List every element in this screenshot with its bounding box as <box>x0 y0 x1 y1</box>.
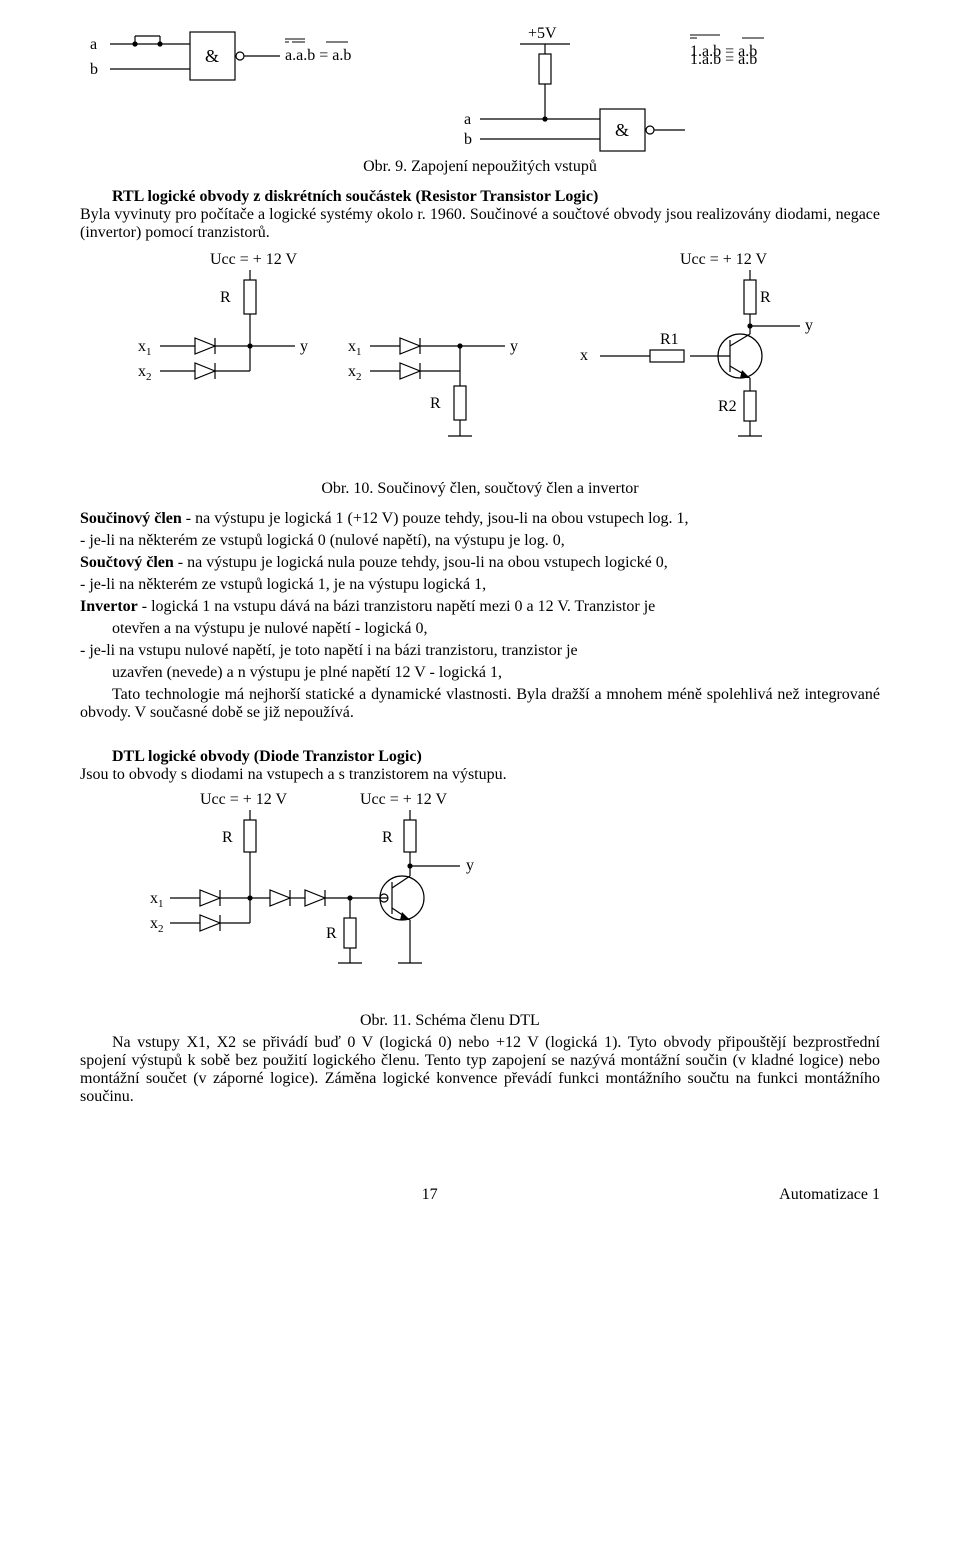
svg-text:Ucc = + 12 V: Ucc = + 12 V <box>360 791 448 808</box>
svg-text:x2: x2 <box>348 363 362 383</box>
body-invertor-4: uzavřen (nevede) a n výstupu je plné nap… <box>80 664 880 682</box>
svg-text:x1: x1 <box>348 338 362 358</box>
fig9-right-amp: & <box>615 120 629 140</box>
rtl-paragraph: RTL logické obvody z diskrétních součást… <box>80 188 880 242</box>
svg-text:x: x <box>580 347 588 364</box>
fig9-left-out: a.a.b = a.b <box>285 47 351 64</box>
svg-text:x2: x2 <box>138 363 152 383</box>
fig9-left-b: b <box>90 61 98 78</box>
figure-9: a b & a.a.b = a.b +5V a b & <box>80 24 880 154</box>
figure-10: Ucc = + 12 V R y x1 x2 <box>120 246 860 476</box>
svg-text:x1: x1 <box>150 890 164 910</box>
svg-text:y: y <box>510 338 518 355</box>
fig9-vcc: +5V <box>528 25 557 42</box>
svg-text:R: R <box>760 289 771 306</box>
svg-text:R: R <box>326 925 337 942</box>
body-souctovy: Součtový člen - na výstupu je logická nu… <box>80 554 880 572</box>
fig9-caption: Obr. 9. Zapojení nepoužitých vstupů <box>80 158 880 176</box>
page-footer: 17 Automatizace 1 <box>80 1186 880 1204</box>
fig10-caption: Obr. 10. Součinový člen, součtový člen a… <box>80 480 880 498</box>
svg-text:x1: x1 <box>138 338 152 358</box>
fig9-left-gate: a b & a.a.b = a.b <box>80 24 410 94</box>
body-invertor-2: otevřen a na výstupu je nulové napětí - … <box>80 620 880 638</box>
body-invertor-3: - je-li na vstupu nulové napětí, je toto… <box>80 642 880 660</box>
rtl-heading: RTL logické obvody z diskrétních součást… <box>112 188 598 205</box>
svg-text:y: y <box>805 317 813 334</box>
fig9-right-b: b <box>464 131 472 148</box>
body-soucinovy: Součinový člen - na výstupu je logická 1… <box>80 510 880 528</box>
doc-title: Automatizace 1 <box>779 1186 880 1204</box>
svg-text:Ucc = + 12 V: Ucc = + 12 V <box>210 251 298 268</box>
fig9-left-amp: & <box>205 46 219 66</box>
body-tech: Tato technologie má nejhorší statické a … <box>80 686 880 722</box>
fig9-right-a: a <box>464 111 471 128</box>
svg-text:R: R <box>382 829 393 846</box>
svg-text:R: R <box>222 829 233 846</box>
dtl-block: DTL logické obvody (Diode Tranzistor Log… <box>80 748 880 784</box>
fig9-left-a: a <box>90 36 97 53</box>
dtl-heading: DTL logické obvody (Diode Tranzistor Log… <box>112 748 422 765</box>
body-souctovy-2: - je-li na některém ze vstupů logická 1,… <box>80 576 880 594</box>
fig11-caption: Obr. 11. Schéma členu DTL <box>360 1012 880 1030</box>
body-invertor: Invertor - logická 1 na vstupu dává na b… <box>80 598 880 616</box>
svg-text:Ucc = + 12 V: Ucc = + 12 V <box>680 251 768 268</box>
svg-text:y: y <box>466 857 474 874</box>
svg-text:y: y <box>300 338 308 355</box>
svg-text:R: R <box>430 395 441 412</box>
svg-text:R1: R1 <box>660 331 679 348</box>
rtl-text: Byla vyvinuty pro počítače a logické sys… <box>80 206 880 241</box>
body-soucinovy-2: - je-li na některém ze vstupů logická 0 … <box>80 532 880 550</box>
svg-text:R2: R2 <box>718 398 737 415</box>
svg-text:x2: x2 <box>150 915 164 935</box>
svg-text:R: R <box>220 289 231 306</box>
svg-text:1.a.b = a.b: 1.a.b = a.b <box>690 43 757 60</box>
figure-11: Ucc = + 12 V Ucc = + 12 V R R y x1 x2 <box>140 788 640 1008</box>
dtl-line: Jsou to obvody s diodami na vstupech a s… <box>80 766 507 783</box>
body2: Na vstupy X1, X2 se přivádí buď 0 V (log… <box>80 1034 880 1106</box>
fig9-right-gate: +5V a b & 1.a.b = a.b 1.a.b = a.b <box>450 24 810 154</box>
svg-text:Ucc = + 12 V: Ucc = + 12 V <box>200 791 288 808</box>
page-number: 17 <box>422 1186 438 1204</box>
